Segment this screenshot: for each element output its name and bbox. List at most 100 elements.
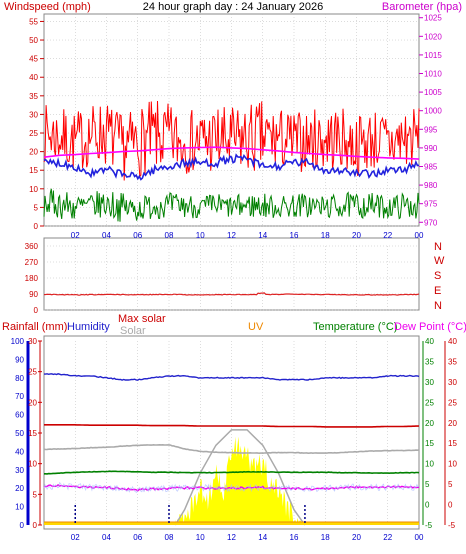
average-wind-series-line	[43, 188, 420, 222]
windspeed-tick-label: 40	[29, 73, 38, 82]
humidity-tick-label: 80	[15, 374, 24, 383]
temperature-tick-label: 20	[425, 419, 434, 428]
rain-tick-label: 5	[33, 490, 38, 499]
time-tick-label: 14	[258, 231, 267, 240]
time-tick-label: 08	[165, 231, 174, 240]
dew-point-label: Dew Point (°C)	[394, 321, 466, 333]
rain-tick-label: 15	[28, 429, 37, 438]
barometer-tick-label: 980	[424, 181, 438, 190]
dew-point-tick-label: 25	[448, 398, 457, 407]
windspeed-tick-label: 10	[29, 185, 38, 194]
humidity-tick-label: 30	[15, 466, 24, 475]
uv-baseline	[44, 522, 419, 525]
windspeed-tick-label: 5	[34, 203, 39, 212]
barometer-tick-label: 970	[424, 218, 438, 227]
windspeed-tick-label: 30	[29, 110, 38, 119]
weather-time-tick-label: 22	[383, 533, 392, 542]
weather-time-tick-label: 16	[290, 533, 299, 542]
direction-tick-label: 0	[34, 306, 39, 315]
weather-time-tick-label: 20	[352, 533, 361, 542]
windspeed-tick-label: 55	[29, 17, 38, 26]
temperature-tick-label: 25	[425, 398, 434, 407]
direction-tick-label: 180	[25, 274, 39, 283]
rainfall-label: Rainfall (mm)	[2, 321, 67, 333]
uv-label: UV	[248, 321, 264, 333]
dew-point-noise-line	[43, 481, 420, 493]
dew-point-tick-label: 15	[448, 439, 457, 448]
humidity-tick-label: 40	[15, 447, 24, 456]
weather-panel-frame	[43, 335, 420, 530]
humidity-tick-label: 60	[15, 411, 24, 420]
direction-series-line	[43, 292, 420, 296]
windspeed-tick-label: 15	[29, 166, 38, 175]
graph-title: 24 hour graph day : 24 January 2026	[143, 1, 323, 13]
time-tick-label: 06	[133, 231, 142, 240]
barometer-tick-label: 995	[424, 125, 438, 134]
humidity-tick-label: 10	[15, 503, 24, 512]
time-tick-label: 12	[227, 231, 236, 240]
rain-tick-label: 20	[28, 398, 37, 407]
direction-tick-label: 270	[25, 258, 39, 267]
time-tick-label: 16	[290, 231, 299, 240]
solar-fill-area	[175, 436, 302, 525]
temperature-tick-label: 30	[425, 378, 434, 387]
solar-label: Solar	[120, 325, 146, 337]
dew-point-tick-label: -5	[448, 521, 456, 530]
windspeed-tick-label: 0	[34, 222, 39, 231]
barometer-axis-title: Barometer (hpa)	[382, 1, 462, 13]
rain-tick-label: 30	[28, 337, 37, 346]
temperature-tick-label: 0	[425, 501, 430, 510]
compass-label: N	[434, 300, 442, 312]
dew-point-tick-label: 30	[448, 378, 457, 387]
dew-point-tick-label: 5	[448, 480, 453, 489]
humidity-tick-label: 50	[15, 429, 24, 438]
rain-tick-label: 0	[33, 521, 38, 530]
time-tick-label: 18	[321, 231, 330, 240]
max-solar-arc-line	[174, 429, 306, 526]
windspeed-series-line	[43, 153, 420, 181]
compass-label: E	[434, 285, 441, 297]
windspeed-tick-label: 45	[29, 55, 38, 64]
rain-tick-label: 10	[28, 460, 37, 469]
barometer-tick-label: 1000	[424, 107, 442, 116]
max-solar-series-line	[44, 423, 420, 428]
compass-label: S	[434, 270, 441, 282]
rain-tick-label: 25	[28, 368, 37, 377]
humidity-tick-label: 20	[15, 484, 24, 493]
time-tick-label: 20	[352, 231, 361, 240]
compass-label: W	[434, 255, 445, 267]
weather-time-tick-label: 04	[102, 533, 111, 542]
barometer-series-line	[43, 146, 420, 160]
weather-time-tick-label: 18	[321, 533, 330, 542]
dew-point-tick-label: 35	[448, 357, 457, 366]
dew-point-tick-label: 10	[448, 460, 457, 469]
weather-time-tick-label: 10	[196, 533, 205, 542]
temperature-tick-label: 15	[425, 439, 434, 448]
barometer-tick-label: 990	[424, 144, 438, 153]
dew-point-tick-label: 40	[448, 337, 457, 346]
time-tick-label: 04	[102, 231, 111, 240]
weather-time-tick-label: 12	[227, 533, 236, 542]
windspeed-tick-label: 50	[29, 36, 38, 45]
barometer-tick-label: 1015	[424, 51, 442, 60]
weather-panel: 0102030405060708090100051015202530-50510…	[11, 337, 458, 542]
dew-point-tick-label: 0	[448, 501, 453, 510]
temperature-tick-label: -5	[425, 521, 433, 530]
dew-point-tick-label: 20	[448, 419, 457, 428]
temperature-tick-label: 5	[425, 480, 430, 489]
gust-series-line	[43, 100, 420, 181]
wind-panel: 0510152025303540455055970975980985990995…	[29, 14, 442, 240]
windspeed-tick-label: 35	[29, 92, 38, 101]
barometer-tick-label: 985	[424, 162, 438, 171]
max-solar-label: Max solar	[118, 313, 166, 325]
barometer-tick-label: 1020	[424, 32, 442, 41]
humidity-tick-label: 100	[11, 337, 25, 346]
time-tick-label: 22	[383, 231, 392, 240]
weather-time-tick-label: 00	[415, 533, 424, 542]
windspeed-tick-label: 25	[29, 129, 38, 138]
temperature-tick-label: 10	[425, 460, 434, 469]
temperature-label: Temperature (°C)	[313, 321, 397, 333]
time-tick-label: 10	[196, 231, 205, 240]
temperature-tick-label: 35	[425, 357, 434, 366]
